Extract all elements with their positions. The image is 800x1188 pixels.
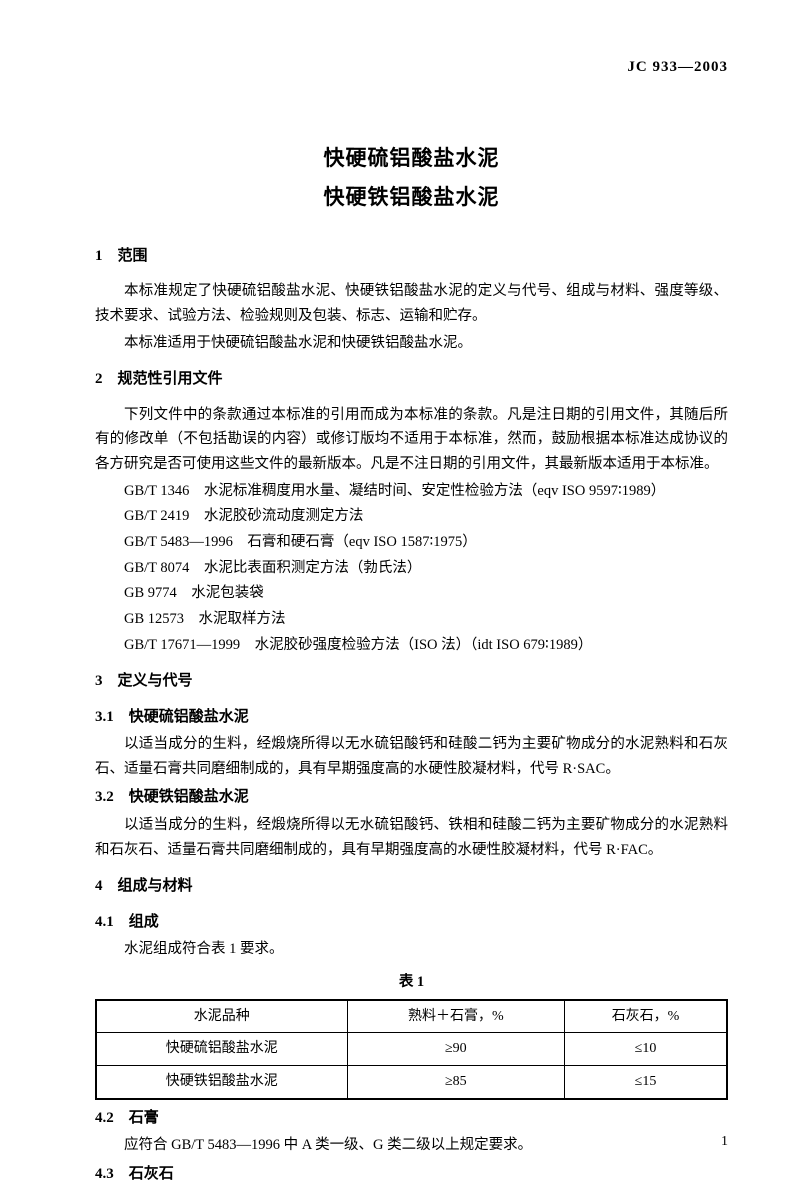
section-4-2-para: 应符合 GB/T 5483—1996 中 A 类一级、G 类二级以上规定要求。 [95,1133,728,1158]
table-cell: 快硬铁铝酸盐水泥 [96,1066,347,1099]
table-row: 快硬硫铝酸盐水泥 ≥90 ≤10 [96,1033,727,1066]
table-cell: ≤15 [565,1066,727,1099]
reference-item: GB/T 8074 水泥比表面积测定方法（勃氏法） [95,556,728,581]
section-3-2-heading: 3.2 快硬铁铝酸盐水泥 [95,785,728,811]
table-1-caption: 表 1 [95,970,728,995]
table-row: 水泥品种 熟料＋石膏，% 石灰石，% [96,1000,727,1033]
table-cell: ≥90 [347,1033,564,1066]
table-cell: ≥85 [347,1066,564,1099]
section-2-heading: 2 规范性引用文件 [95,367,728,393]
section-1-para-2: 本标准适用于快硬硫铝酸盐水泥和快硬铁铝酸盐水泥。 [95,331,728,356]
reference-item: GB/T 17671—1999 水泥胶砂强度检验方法（ISO 法）（idt IS… [95,633,728,658]
table-header-cell: 熟料＋石膏，% [347,1000,564,1033]
reference-item: GB 12573 水泥取样方法 [95,607,728,632]
section-2-para-1: 下列文件中的条款通过本标准的引用而成为本标准的条款。凡是注日期的引用文件，其随后… [95,403,728,477]
reference-item: GB/T 2419 水泥胶砂流动度测定方法 [95,504,728,529]
section-4-1-heading: 4.1 组成 [95,910,728,936]
section-3-1-para: 以适当成分的生料，经煅烧所得以无水硫铝酸钙和硅酸二钙为主要矿物成分的水泥熟料和石… [95,732,728,781]
title-line2: 快硬铁铝酸盐水泥 [95,180,728,216]
table-cell: ≤10 [565,1033,727,1066]
section-4-2-heading: 4.2 石膏 [95,1106,728,1132]
reference-item: GB/T 1346 水泥标准稠度用水量、凝结时间、安定性检验方法（eqv ISO… [95,479,728,504]
section-1-heading: 1 范围 [95,244,728,270]
title-line1: 快硬硫铝酸盐水泥 [95,141,728,177]
table-header-cell: 石灰石，% [565,1000,727,1033]
page-number: 1 [721,1130,728,1154]
section-3-heading: 3 定义与代号 [95,669,728,695]
reference-item: GB/T 5483—1996 石膏和硬石膏（eqv ISO 1587∶1975） [95,530,728,555]
composition-table: 水泥品种 熟料＋石膏，% 石灰石，% 快硬硫铝酸盐水泥 ≥90 ≤10 快硬铁铝… [95,999,728,1100]
section-3-2-para: 以适当成分的生料，经煅烧所得以无水硫铝酸钙、铁相和硅酸二钙为主要矿物成分的水泥熟… [95,813,728,862]
standard-code: JC 933—2003 [95,55,728,81]
table-header-cell: 水泥品种 [96,1000,347,1033]
section-3-1-heading: 3.1 快硬硫铝酸盐水泥 [95,705,728,731]
table-cell: 快硬硫铝酸盐水泥 [96,1033,347,1066]
reference-item: GB 9774 水泥包装袋 [95,581,728,606]
section-4-1-para: 水泥组成符合表 1 要求。 [95,937,728,962]
table-row: 快硬铁铝酸盐水泥 ≥85 ≤15 [96,1066,727,1099]
section-4-heading: 4 组成与材料 [95,874,728,900]
section-1-para-1: 本标准规定了快硬硫铝酸盐水泥、快硬铁铝酸盐水泥的定义与代号、组成与材料、强度等级… [95,279,728,328]
